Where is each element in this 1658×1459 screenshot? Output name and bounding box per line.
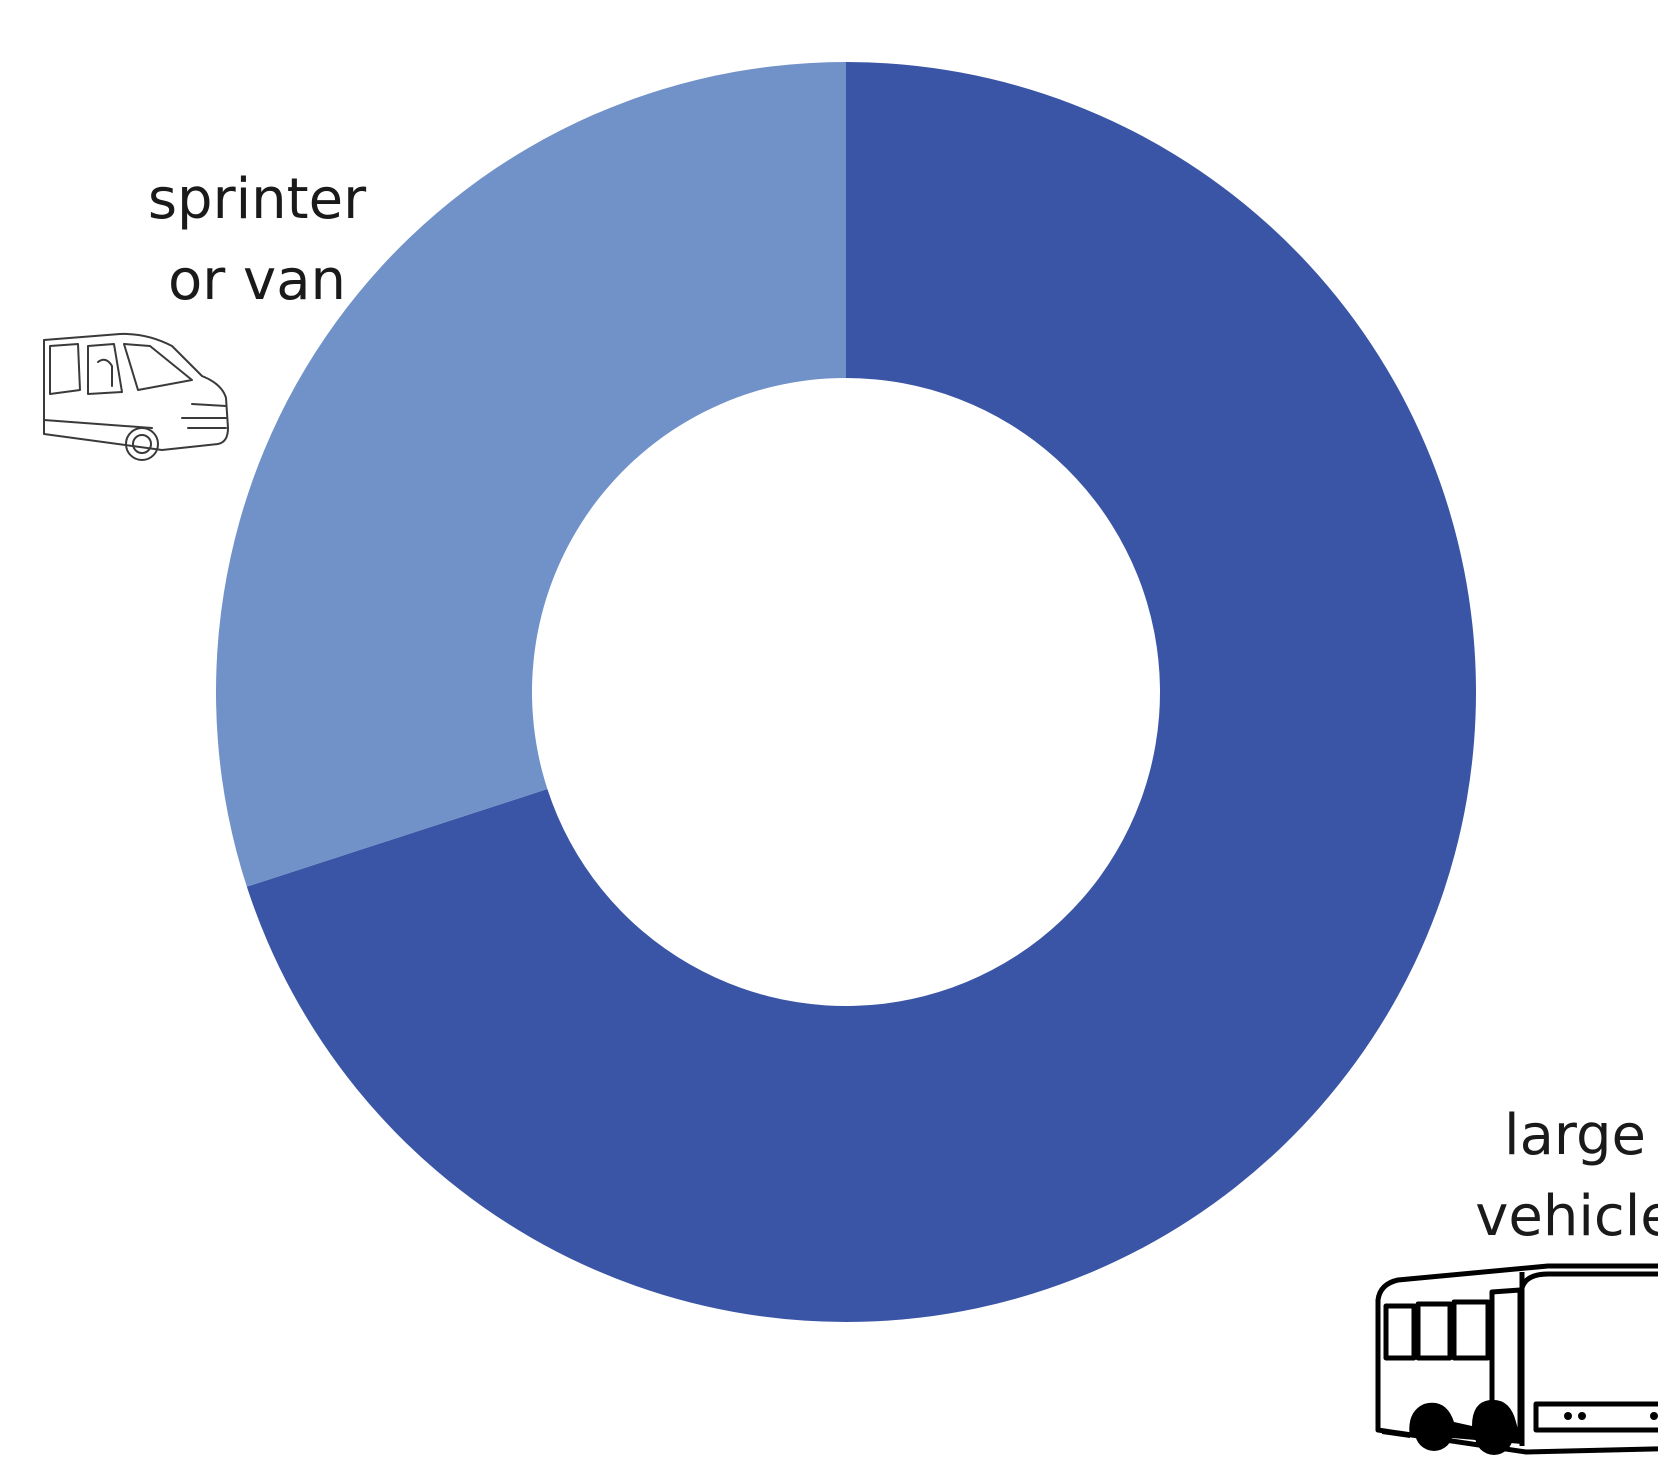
slice-sprinter-or-van [215, 62, 847, 887]
bus-icon [1375, 1263, 1658, 1455]
label-large-vehicle: large vehicle [1475, 1103, 1658, 1249]
van-icon [43, 332, 229, 461]
label-sprinter-or-van: sprinter or van [148, 167, 367, 313]
slice-large-vehicle [246, 62, 1476, 1322]
donut-slices [215, 62, 1476, 1322]
